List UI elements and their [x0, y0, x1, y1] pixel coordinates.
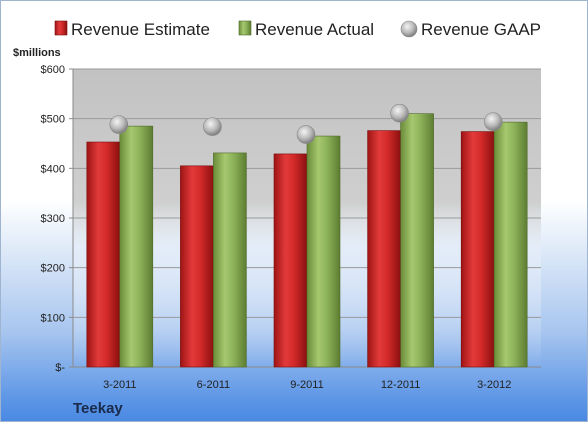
x-tick-label: 3-2011: [103, 379, 136, 391]
x-tick-label: 3-2012: [477, 379, 511, 391]
legend-label-gaap: Revenue GAAP: [421, 20, 541, 39]
y-tick-label: $600: [41, 64, 65, 76]
marker-revenue-gaap: [203, 117, 222, 136]
y-axis-ticks: $- $100 $200 $300 $400 $500 $600: [41, 64, 66, 374]
marker-revenue-gaap: [296, 125, 316, 144]
x-tick-label: 9-2011: [290, 379, 323, 391]
marker-revenue-gaap: [109, 115, 129, 134]
bar-revenue-estimate: [367, 130, 401, 368]
y-tick-label: $500: [41, 114, 65, 126]
legend-label-actual: Revenue Actual: [255, 20, 374, 39]
bar-revenue-estimate: [180, 165, 214, 368]
bar-revenue-estimate: [86, 141, 121, 368]
bar-revenue-actual: [213, 152, 247, 368]
marker-revenue-gaap: [483, 112, 503, 131]
company-name: Teekay: [73, 400, 123, 417]
bar-revenue-actual: [306, 135, 341, 368]
bar-revenue-actual: [119, 125, 154, 368]
marker-revenue-gaap: [390, 103, 409, 123]
bar-revenue-estimate: [460, 131, 495, 368]
y-tick-label: $200: [41, 263, 65, 275]
gaap-markers: [109, 103, 503, 144]
bar-revenue-actual: [493, 121, 528, 368]
x-tick-label: 6-2011: [197, 379, 230, 391]
legend: Revenue Estimate Revenue Actual Revenue …: [54, 20, 541, 39]
legend-item-actual: Revenue Actual: [238, 20, 374, 39]
y-tick-label: $100: [41, 312, 65, 324]
bar-revenue-actual: [400, 113, 434, 368]
y-tick-label: $400: [41, 163, 65, 175]
y-tick-label: $-: [55, 362, 65, 374]
legend-swatch-actual: [238, 20, 252, 36]
bars: [86, 113, 528, 368]
legend-label-estimate: Revenue Estimate: [71, 20, 210, 39]
legend-marker-gaap: [400, 20, 418, 38]
legend-swatch-estimate: [54, 20, 68, 36]
x-tick-label: 12-2011: [381, 379, 421, 391]
y-tick-label: $300: [41, 213, 65, 225]
x-axis-ticks: 3-2011 6-2011 9-2011 12-2011 3-2012: [103, 379, 511, 391]
bar-revenue-estimate: [273, 153, 308, 368]
legend-item-estimate: Revenue Estimate: [54, 20, 210, 39]
y-axis-unit-label: $millions: [13, 47, 61, 59]
legend-item-gaap: Revenue GAAP: [400, 20, 541, 39]
